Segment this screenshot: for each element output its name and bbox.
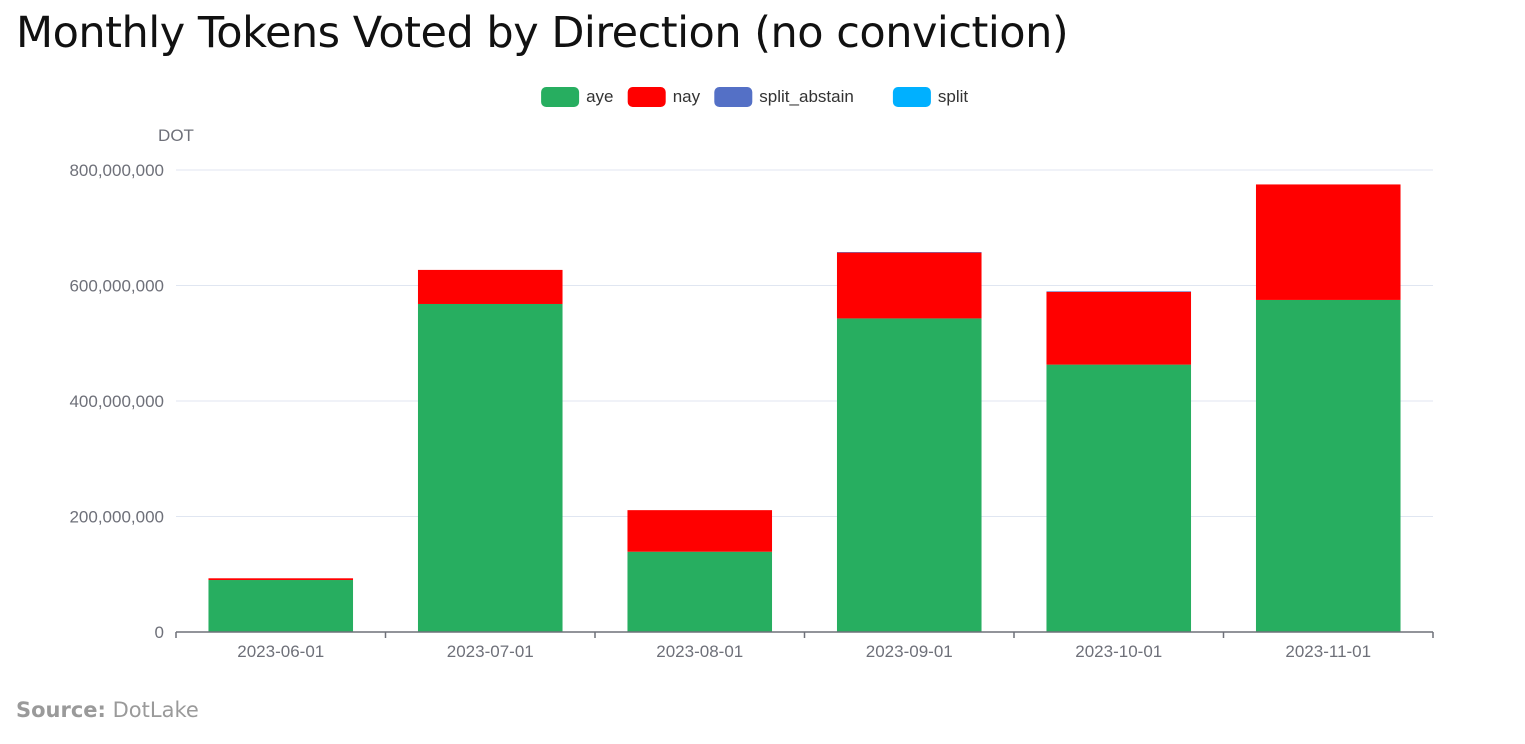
- x-tick-label: 2023-09-01: [866, 642, 953, 661]
- bar-split-abstain: [836, 252, 982, 253]
- legend-swatch-aye: [541, 87, 580, 107]
- source-value: DotLake: [112, 698, 199, 722]
- y-tick-label: 200,000,000: [69, 508, 164, 527]
- bar-nay: [1255, 184, 1401, 300]
- bar-nay: [417, 269, 563, 304]
- x-tick-label: 2023-06-01: [237, 642, 324, 661]
- source-note: Source: DotLake: [16, 698, 199, 722]
- legend-label: split: [938, 87, 969, 106]
- y-axis-unit-label: DOT: [158, 126, 194, 145]
- x-tick-label: 2023-11-01: [1285, 642, 1371, 661]
- bar-aye: [1046, 364, 1192, 632]
- x-tick-label: 2023-08-01: [656, 642, 743, 661]
- bar-nay: [627, 510, 773, 552]
- legend-swatch-nay: [627, 87, 666, 107]
- y-tick-label: 600,000,000: [69, 277, 164, 296]
- bar-aye: [836, 318, 982, 632]
- legend-label: aye: [586, 87, 613, 106]
- legend-label: split_abstain: [759, 87, 854, 106]
- y-tick-label: 0: [155, 623, 164, 642]
- bar-nay: [836, 252, 982, 319]
- bar-aye: [417, 303, 563, 632]
- bar-aye: [1255, 299, 1401, 632]
- y-tick-label: 400,000,000: [69, 392, 164, 411]
- bar-aye: [627, 551, 773, 632]
- chart-legend: aye nay split_abstain split: [541, 87, 969, 107]
- x-tick-label: 2023-10-01: [1075, 642, 1162, 661]
- bar-split-abstain: [1046, 291, 1192, 292]
- x-tick-label: 2023-07-01: [447, 642, 534, 661]
- bar-nay: [208, 578, 354, 581]
- y-tick-label: 800,000,000: [69, 161, 164, 180]
- bar-nay: [1046, 291, 1192, 365]
- legend-swatch-split-abstain: [714, 87, 753, 107]
- legend-swatch-split: [892, 87, 931, 107]
- legend-label: nay: [673, 87, 701, 106]
- source-label: Source:: [16, 698, 106, 722]
- chart-title: Monthly Tokens Voted by Direction (no co…: [16, 8, 1069, 58]
- bar-aye: [208, 580, 354, 632]
